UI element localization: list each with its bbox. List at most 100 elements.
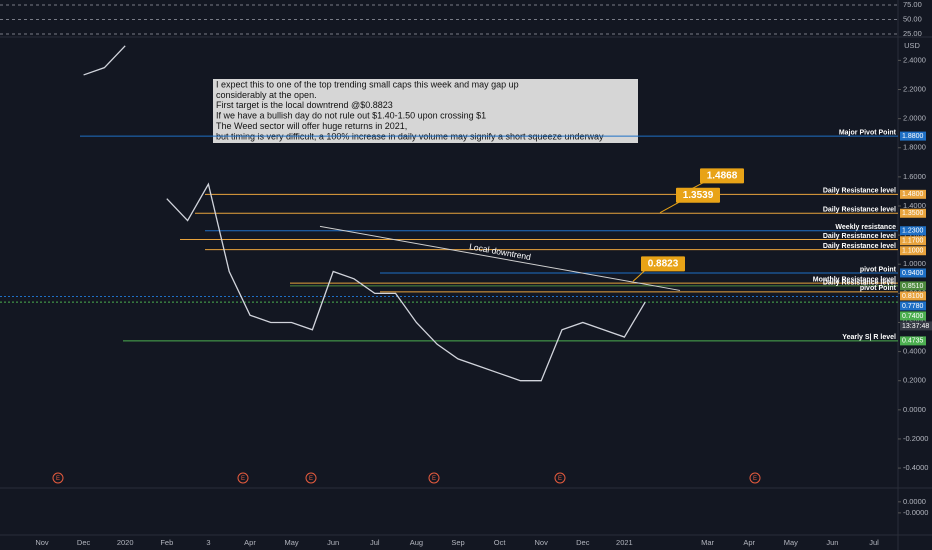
price-box-label: 0.8100: [902, 293, 924, 300]
price-box: [900, 189, 926, 199]
x-tick-label: Feb: [160, 538, 173, 547]
x-tick-label: 2020: [117, 538, 134, 547]
level-name: Daily Resistance level: [823, 188, 896, 195]
earnings-marker: [749, 472, 761, 484]
y-tick-label: 2.2000: [903, 84, 926, 93]
x-tick-label: May: [285, 538, 299, 547]
y-tick-label: 2.0000: [903, 114, 926, 123]
note: I expect this to one of the top trending…: [213, 79, 638, 143]
y-tick-label: 2.4000: [903, 55, 926, 64]
price-box-label: 1.8800: [902, 133, 924, 140]
callout-pointer: [632, 269, 646, 282]
price-box: [900, 281, 926, 291]
x-tick-label: Jun: [327, 538, 339, 547]
x-tick-label: Apr: [244, 538, 256, 547]
time-label: 13:37:48: [902, 323, 929, 330]
x-tick-label: Jul: [370, 538, 380, 547]
callout-label: 1.4868: [707, 170, 738, 181]
x-tick-label: Oct: [494, 538, 507, 547]
x-tick-label: Sep: [451, 538, 464, 547]
y-tick-label: 1.0000: [903, 259, 926, 268]
x-tick-label: May: [784, 538, 798, 547]
rsi-tick-label: 50.00: [903, 14, 922, 23]
rsi-tick-label: 25.00: [903, 29, 922, 38]
price-box: [900, 246, 926, 256]
price-box-label: 1.4800: [902, 191, 924, 198]
x-tick-label: Dec: [576, 538, 590, 547]
price-box-label: 1.1700: [902, 238, 924, 245]
x-tick-label: Nov: [35, 538, 49, 547]
y-tick-label: -0.4000: [903, 463, 928, 472]
y-tick-label: 1.8000: [903, 143, 926, 152]
level-name: Yearly S| R level: [842, 334, 896, 341]
currency-label: USD: [904, 41, 920, 50]
rsi-tick-label: 75.00: [903, 0, 922, 9]
price-box: [900, 236, 926, 246]
y-tick-label: -0.2000: [903, 434, 928, 443]
price-box-label: 0.7400: [902, 313, 924, 320]
level-name: Weekly resistance: [835, 224, 896, 231]
y-tick-label: 0.2000: [903, 376, 926, 385]
level-name: Daily Resistance level: [823, 233, 896, 240]
x-tick-label: Jul: [869, 538, 879, 547]
x-tick-label: 2021: [616, 538, 633, 547]
earnings-label: E: [753, 476, 757, 482]
earnings-label: E: [241, 476, 245, 482]
earnings-label: E: [309, 476, 313, 482]
x-tick-label: Apr: [743, 538, 755, 547]
note-line: If we have a bullish day do not rule out…: [216, 111, 486, 121]
price-box: [900, 131, 926, 141]
macd-tick-label: 0.0000: [903, 497, 926, 506]
earnings-marker: [428, 472, 440, 484]
note-line: First target is the local downtrend @$0.…: [216, 100, 393, 110]
price-box-label: 0.9400: [902, 270, 924, 277]
callout-box: [700, 168, 744, 184]
price-box: [900, 291, 926, 301]
callout-label: 0.8823: [648, 259, 679, 270]
macd-tick-label: -0.0000: [903, 508, 928, 517]
x-tick-label: Nov: [535, 538, 549, 547]
earnings-marker: [305, 472, 317, 484]
y-tick-label: 1.6000: [903, 172, 926, 181]
trendline: [319, 225, 681, 291]
x-tick-label: 3: [206, 538, 210, 547]
level-name: Daily Resistance level: [823, 243, 896, 250]
earnings-label: E: [432, 476, 436, 482]
note-box: [213, 79, 638, 143]
y-tick-label: 0.4000: [903, 347, 926, 356]
note-line: The Weed sector will offer huge returns …: [216, 121, 407, 131]
earnings-marker: [52, 472, 64, 484]
level-name: Major Pivot Point: [839, 129, 897, 136]
price-box: [900, 208, 926, 218]
price-line: [83, 45, 646, 382]
x-tick-label: Jun: [826, 538, 838, 547]
earnings-marker: [554, 472, 566, 484]
price-box-label: 1.2300: [902, 228, 924, 235]
note-line: I expect this to one of the top trending…: [216, 79, 519, 89]
price-box-label: 0.4735: [902, 338, 924, 345]
earnings-label: E: [56, 476, 60, 482]
callout-label: 1.3539: [683, 190, 714, 201]
price-box-label: 1.1000: [902, 248, 924, 255]
price-box: [900, 268, 926, 278]
callout-pointer: [659, 201, 681, 214]
price-box: [900, 226, 926, 236]
note-line: considerably at the open.: [216, 90, 317, 100]
earnings-marker: [237, 472, 249, 484]
price-box: [900, 311, 926, 321]
x-tick-label: Mar: [701, 538, 714, 547]
level-name: pivot Point: [860, 266, 897, 273]
price-box: [900, 336, 926, 346]
x-tick-label: Aug: [410, 538, 423, 547]
x-tick-label: Dec: [77, 538, 91, 547]
callout-box: [676, 187, 720, 203]
level-name: Monthly Resistance level: [813, 277, 896, 284]
level-name: Daily Resistance level: [823, 279, 896, 286]
price-box-label: 0.7780: [902, 303, 924, 310]
time-box: [900, 321, 932, 331]
level-name: pivot Point: [860, 285, 897, 292]
callout-box: [641, 256, 685, 272]
price-box-label: 1.3500: [902, 210, 924, 217]
price-box: [900, 301, 926, 311]
